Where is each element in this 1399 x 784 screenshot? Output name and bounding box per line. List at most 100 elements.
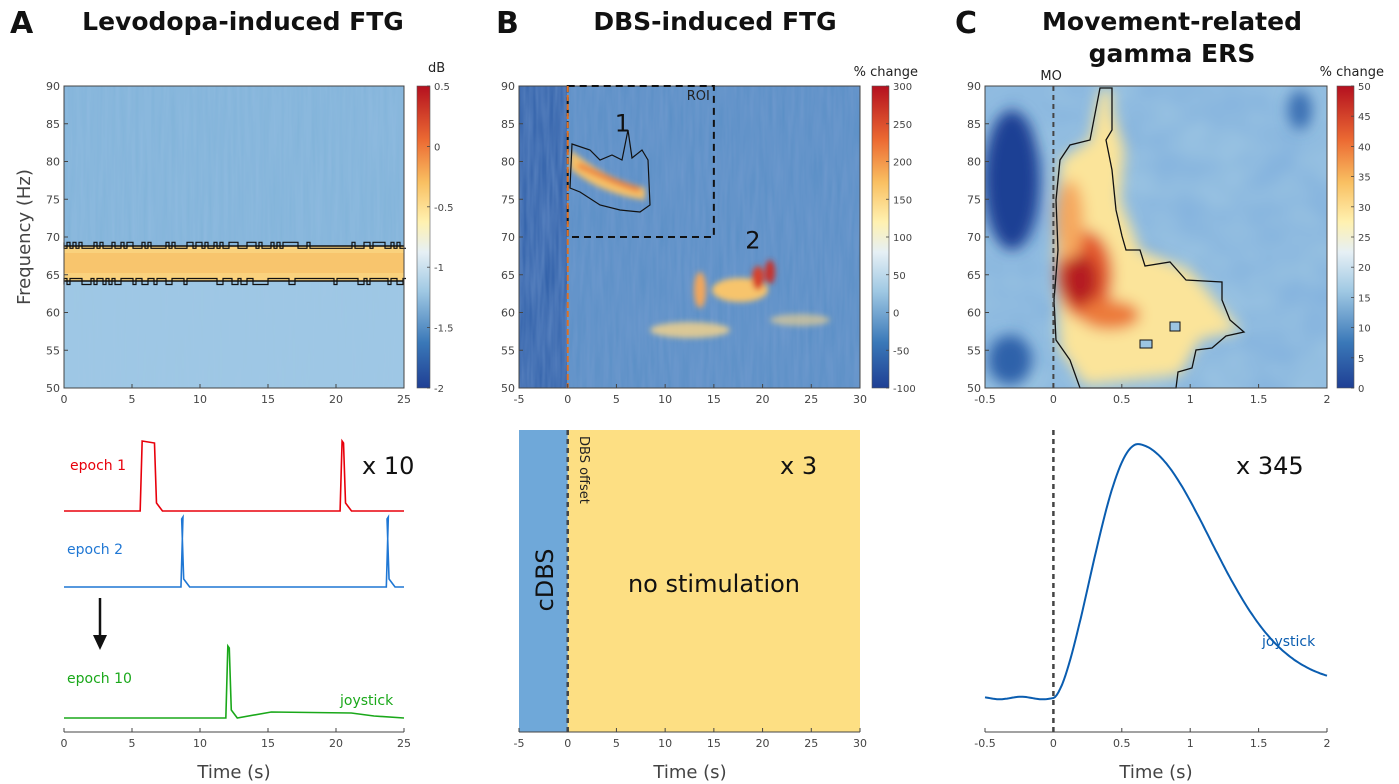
colorbar-b-tick-label: 100 bbox=[893, 233, 912, 244]
spectrogram-b-ytick-label: 55 bbox=[501, 344, 515, 357]
timeline-b-xtick-label: 0 bbox=[564, 737, 571, 750]
spectrogram-c-ytick-label: 80 bbox=[967, 156, 981, 169]
colorbar-c-tick-label: 25 bbox=[1358, 233, 1371, 244]
multiplier-c: x 345 bbox=[1236, 452, 1304, 480]
gamma-band-a-core bbox=[64, 253, 404, 273]
colorbar-b-tick-label: -100 bbox=[893, 384, 916, 395]
joystick-label-c: joystick bbox=[1261, 634, 1316, 650]
spectrogram-c bbox=[984, 86, 1327, 388]
spectrogram-b-ytick-label: 80 bbox=[501, 156, 515, 169]
spectrogram-c-xtick-label: 1.5 bbox=[1250, 393, 1268, 406]
timeline-b-xtick-label: 20 bbox=[756, 737, 770, 750]
colorbar-b-tick-label: 150 bbox=[893, 195, 912, 206]
spectrogram-c-ytick-label: 50 bbox=[967, 382, 981, 395]
spectrogram-b-xtick-label: 10 bbox=[658, 393, 672, 406]
spectrogram-b-texture bbox=[519, 86, 860, 388]
spectrogram-a-ytick-label: 90 bbox=[46, 80, 60, 93]
colorbar-c-tick-label: 30 bbox=[1358, 203, 1371, 214]
epoch-1-label: epoch 1 bbox=[70, 458, 126, 474]
timeline-b-xtick-label: 10 bbox=[658, 737, 672, 750]
panel-title-b: DBS-induced FTG bbox=[593, 7, 836, 36]
spectrogram-c-ytick-label: 65 bbox=[967, 269, 981, 282]
colorbar-b-tick-label: 50 bbox=[893, 271, 906, 282]
spectrogram-b-xtick-label: -5 bbox=[514, 393, 525, 406]
spectrogram-a-ytick-label: 70 bbox=[46, 231, 60, 244]
spectrogram-c-ytick-label: 55 bbox=[967, 344, 981, 357]
spectrogram-c-xtick-label: 1 bbox=[1187, 393, 1194, 406]
timeline-b-xtick-label: 30 bbox=[853, 737, 867, 750]
trace-epoch-1 bbox=[64, 441, 404, 511]
x-axis-label-b: Time (s) bbox=[652, 762, 726, 783]
axes-c-bottom-ticks: -0.5 0 0.5 1 1.5 2 bbox=[974, 728, 1330, 750]
colorbar-c-tick-label: 5 bbox=[1358, 354, 1364, 365]
spectrogram-b-xtick-label: 0 bbox=[564, 393, 571, 406]
cdbs-label: cDBS bbox=[531, 549, 559, 612]
colorbar-b-ticks: 300250200150100500-50-100 bbox=[886, 82, 916, 395]
spectrogram-c-xtick-label: 0.5 bbox=[1113, 393, 1131, 406]
spectrogram-c-ytick-label: 70 bbox=[967, 231, 981, 244]
colorbar-c-tick-label: 40 bbox=[1358, 142, 1371, 153]
spectrogram-b-ytick-label: 70 bbox=[501, 231, 515, 244]
traces-a-xtick-label: 20 bbox=[329, 737, 343, 750]
timeline-b-xtick-label: 25 bbox=[804, 737, 818, 750]
cluster-1-label: 1 bbox=[615, 109, 630, 137]
spectrogram-a-ytick-label: 80 bbox=[46, 156, 60, 169]
spectrogram-a bbox=[64, 86, 404, 388]
colorbar-a-tick-label: -1 bbox=[434, 263, 444, 274]
spectrogram-c-xtick-label: 2 bbox=[1324, 393, 1331, 406]
colorbar-a bbox=[417, 86, 430, 388]
spectrogram-c-ytick-label: 85 bbox=[967, 118, 981, 131]
trace-c-xtick-label: 0 bbox=[1050, 737, 1057, 750]
timeline-b-xtick-label: -5 bbox=[514, 737, 525, 750]
spectrogram-a-ytick-label: 50 bbox=[46, 382, 60, 395]
spectrogram-b-ytick-label: 75 bbox=[501, 193, 515, 206]
spectrogram-c-ytick-label: 75 bbox=[967, 193, 981, 206]
spectrogram-a-texture bbox=[64, 86, 404, 388]
colorbar-b-tick-label: 300 bbox=[893, 82, 912, 93]
spectrogram-a-ytick-label: 55 bbox=[46, 344, 60, 357]
cluster-2-label: 2 bbox=[745, 226, 760, 254]
colorbar-a-ticks: 0.5 0 -0.5 -1 -1.5 -2 bbox=[427, 82, 454, 395]
spectrogram-c-ytick-label: 60 bbox=[967, 307, 981, 320]
spectrogram-a-ytick-label: 85 bbox=[46, 118, 60, 131]
colorbar-a-tick-label: 0 bbox=[434, 142, 440, 153]
colorbar-a-tick-label: -0.5 bbox=[434, 203, 454, 214]
no-stimulation-label: no stimulation bbox=[628, 570, 800, 598]
colorbar-c-unit: % change bbox=[1320, 65, 1384, 80]
epoch-2-label: epoch 2 bbox=[67, 542, 123, 558]
movement-onset-label: MO bbox=[1040, 69, 1061, 84]
spectrogram-b-xtick-label: 15 bbox=[707, 393, 721, 406]
cluster-hole-c-2 bbox=[1140, 340, 1152, 348]
spectrogram-b-xtick-label: 25 bbox=[804, 393, 818, 406]
epoch-10-label: epoch 10 bbox=[67, 671, 132, 687]
spectrogram-c-ytick-label: 90 bbox=[967, 80, 981, 93]
x-axis-label-a: Time (s) bbox=[196, 762, 270, 783]
panel-title-c-line2: gamma ERS bbox=[1089, 39, 1256, 68]
colorbar-c-tick-label: 15 bbox=[1358, 293, 1371, 304]
colorbar-b-unit: % change bbox=[854, 65, 918, 80]
spectrogram-b-ytick-label: 90 bbox=[501, 80, 515, 93]
colorbar-b-tick-label: -50 bbox=[893, 346, 909, 357]
cluster-hole-c bbox=[1170, 322, 1180, 331]
spectrogram-b bbox=[519, 86, 860, 388]
spectrogram-b-ytick-label: 60 bbox=[501, 307, 515, 320]
panel-title-a: Levodopa-induced FTG bbox=[82, 7, 404, 36]
trace-c-xtick-label: 1 bbox=[1187, 737, 1194, 750]
traces-a-xtick-label: 25 bbox=[397, 737, 411, 750]
trace-c-xtick-label: 2 bbox=[1324, 737, 1331, 750]
axes-a-bottom-ticks: 0 5 10 15 20 25 bbox=[61, 728, 412, 750]
panel-letter-b: B bbox=[496, 6, 519, 41]
joystick-label-a: joystick bbox=[339, 693, 394, 709]
roi-label: ROI bbox=[687, 89, 710, 104]
colorbar-a-unit: dB bbox=[428, 61, 445, 76]
trace-c-xtick-label: -0.5 bbox=[974, 737, 995, 750]
spectrogram-a-xtick-label: 20 bbox=[329, 393, 343, 406]
down-arrow bbox=[93, 598, 107, 650]
y-axis-label-a: Frequency (Hz) bbox=[14, 169, 35, 305]
spectrogram-b-ytick-label: 85 bbox=[501, 118, 515, 131]
spectrogram-a-xtick-label: 0 bbox=[61, 393, 68, 406]
colorbar-b-tick-label: 200 bbox=[893, 158, 912, 169]
spectrogram-b-xtick-label: 30 bbox=[853, 393, 867, 406]
dbs-offset-label: DBS offset bbox=[576, 436, 591, 504]
